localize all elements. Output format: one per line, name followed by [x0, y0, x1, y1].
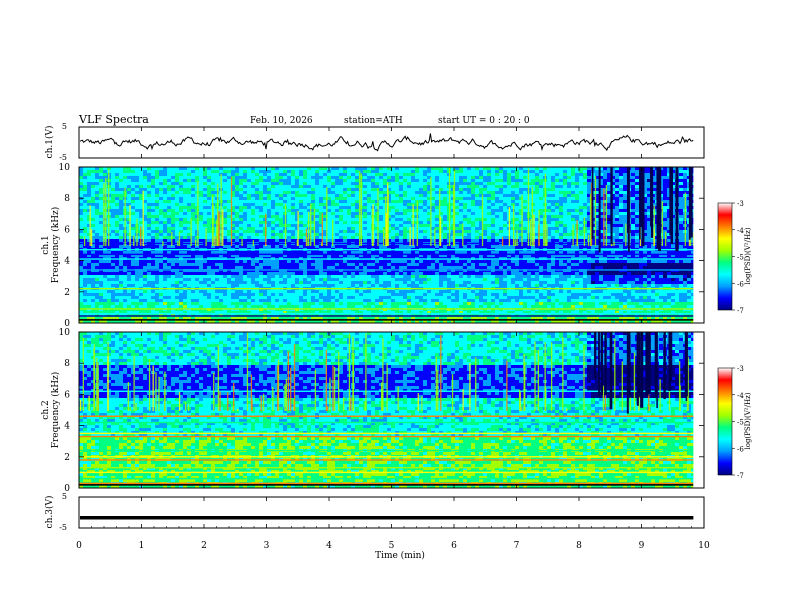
x-tick-label: 5: [389, 541, 395, 551]
ch1-colorbar-gradient: [717, 202, 733, 311]
colorbar-tick-label: -6: [737, 280, 744, 288]
ch1-spectrogram-image: [79, 167, 704, 323]
ch2-colorbar-gradient: [717, 367, 733, 476]
x-axis-label: Time (min): [375, 550, 425, 561]
spectrogram-ytick-label: 8: [64, 359, 70, 369]
colorbar-tick-label: -7: [737, 307, 744, 315]
spectrogram-ytick-label: 8: [64, 194, 70, 204]
ch1-ytick-top: 5: [62, 122, 67, 131]
ch2-spectrogram-ylabel-freq: Frequency (kHz): [50, 372, 61, 449]
colorbar-tick-label: -3: [737, 200, 744, 208]
ch1-ytick-bottom: -5: [59, 153, 67, 162]
ch3-ytick-top: 5: [62, 492, 67, 501]
x-tick-label: 0: [76, 541, 82, 551]
ch3-voltage-ylabel: ch.3(V): [44, 496, 55, 529]
ch1-voltage-trace: [79, 133, 694, 152]
start-ut-label: start UT = 0 : 20 : 0: [438, 116, 530, 126]
ch2-colorbar: -3 -4 -5 -6 -7 log(PSD)(V²/Hz): [717, 365, 752, 480]
colorbar-tick-label: -5: [737, 254, 744, 262]
colorbar-tick-label: -4: [737, 227, 744, 235]
x-tick-label: 8: [576, 541, 582, 551]
ch1-voltage-ylabel: ch.1(V): [44, 126, 55, 159]
spectrogram-ytick-label: 2: [64, 453, 70, 463]
ch2-spectrogram-ylabel-channel: ch.2: [41, 400, 51, 419]
figure-title: VLF Spectra: [78, 113, 149, 126]
x-tick-label: 6: [451, 541, 457, 551]
spectrogram-ytick-label: 0: [64, 319, 70, 329]
colorbar-tick-label: -3: [737, 365, 744, 373]
spectrogram-ytick-label: 0: [64, 484, 70, 494]
colorbar-tick-label: -5: [737, 419, 744, 427]
ch1-colorbar: -3 -4 -5 -6 -7 log(PSD)(V²/Hz): [717, 200, 752, 315]
ch1-spectrogram-panel: 10 8 6 4 2 0 ch.1 Frequency (kHz): [41, 163, 705, 329]
spectrogram-ytick-label: 10: [59, 163, 71, 173]
x-tick-label: 10: [698, 541, 710, 551]
x-tick-label: 9: [639, 541, 645, 551]
station-label: station=ATH: [344, 116, 403, 126]
date-label: Feb. 10, 2026: [250, 116, 313, 126]
ch1-spectrogram-ylabel-freq: Frequency (kHz): [50, 207, 61, 284]
x-tick-label: 3: [264, 541, 270, 551]
ch2-spectrogram-image: [79, 332, 704, 488]
ch3-voltage-panel: 5 -5 ch.3(V): [44, 492, 705, 532]
ch1-voltage-frame: [78, 126, 705, 159]
colorbar-tick-label: -6: [737, 445, 744, 453]
spectrogram-ytick-label: 10: [59, 328, 71, 338]
x-tick-label: 1: [139, 541, 145, 551]
x-tick-label: 2: [201, 541, 207, 551]
spectrogram-ytick-label: 4: [64, 422, 70, 432]
x-tick-label: 7: [514, 541, 520, 551]
spectrogram-ytick-label: 4: [64, 257, 70, 267]
x-tick-label: 4: [326, 541, 332, 551]
spectrogram-ytick-label: 6: [64, 390, 70, 400]
ch1-colorbar-label: log(PSD)(V²/Hz): [744, 227, 752, 284]
ch3-voltage-frame: [78, 496, 705, 529]
spectrogram-ytick-label: 2: [64, 288, 70, 298]
colorbar-tick-label: -4: [737, 392, 744, 400]
ch3-ytick-bottom: -5: [59, 523, 67, 532]
spectrogram-ytick-label: 6: [64, 225, 70, 235]
ch1-voltage-panel: 5 -5 ch.1(V): [44, 122, 705, 162]
colorbar-tick-label: -7: [737, 472, 744, 480]
ch2-spectrogram-panel: 10 8 6 4 2 0 ch.2 Frequency (kHz): [41, 328, 705, 494]
ch2-colorbar-label: log(PSD)(V²/Hz): [744, 392, 752, 449]
ch1-spectrogram-ylabel-channel: ch.1: [41, 235, 51, 254]
